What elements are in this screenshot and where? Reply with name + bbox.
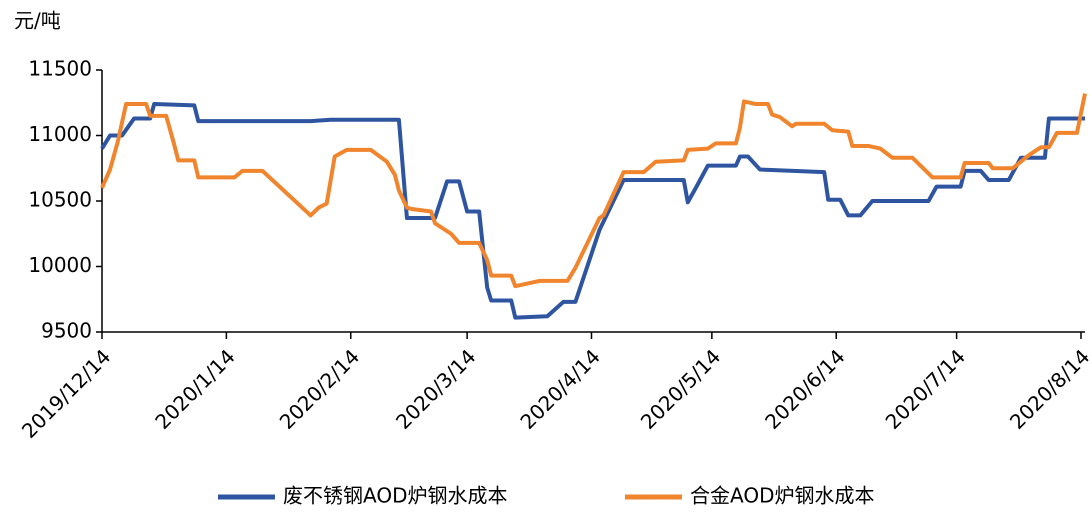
x-tick-label: 2019/12/14: [17, 344, 115, 442]
x-tick-label: 2020/1/14: [150, 344, 239, 433]
y-tick-label: 10000: [28, 253, 92, 277]
x-tick-label: 2020/5/14: [636, 344, 725, 433]
y-tick-label: 11000: [28, 122, 92, 146]
series-line: [100, 93, 1087, 289]
x-tick-label: 2020/2/14: [275, 344, 364, 433]
y-axis-label: 元/吨: [14, 9, 61, 33]
y-tick-label: 9500: [41, 319, 92, 343]
y-tick-label: 11500: [28, 57, 92, 81]
legend-label: 废不锈钢AOD炉钢水成本: [283, 484, 507, 508]
x-tick-label: 2020/4/14: [515, 344, 604, 433]
y-tick-label: 10500: [28, 188, 92, 212]
x-tick-label: 2020/6/14: [760, 344, 849, 433]
x-tick-label: 2020/7/14: [881, 344, 970, 433]
legend-label: 合金AOD炉钢水成本: [690, 484, 874, 508]
x-tick-label: 2020/3/14: [391, 344, 480, 433]
x-tick-label: 2020/8/14: [1005, 344, 1092, 433]
series-line: [100, 102, 1085, 320]
